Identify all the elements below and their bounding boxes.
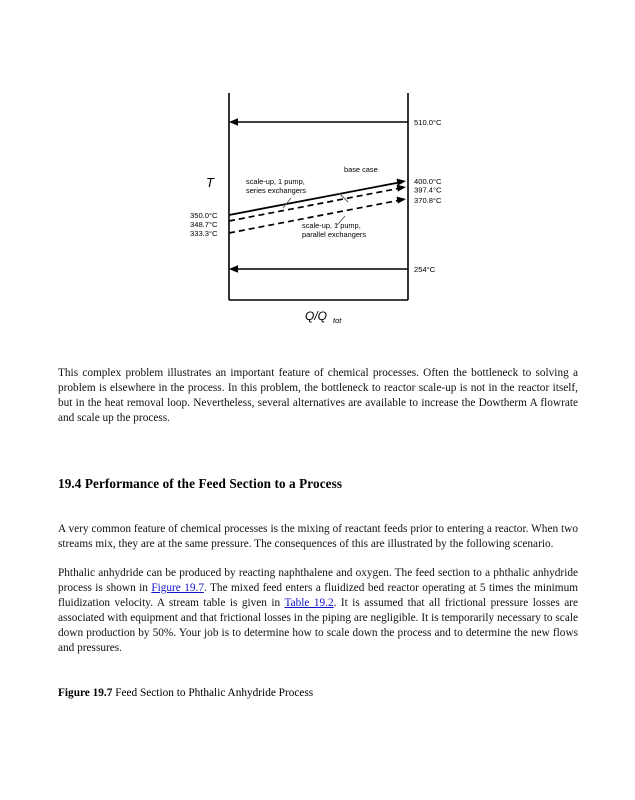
left-label-350: 350.0°C — [190, 211, 218, 220]
annotation-parallel-line2: parallel exchangers — [302, 230, 366, 239]
right-label-400: 400.0°C — [414, 177, 442, 186]
paragraph-3-part3: . It is assumed that all frictional pres… — [58, 596, 578, 655]
paragraph-3-part2: . The mixed feed enters a fluidized bed … — [58, 581, 579, 609]
right-label-370: 370.8°C — [414, 196, 442, 205]
temperature-vs-duty-chart: T Q/Q tot 510.0°C 400.0°C 397.4°C 370.8°… — [190, 93, 442, 325]
figure-caption: Figure 19.7 Feed Section to Phthalic Anh… — [58, 686, 578, 701]
paragraph-3: Phthalic anhydride can be produced by re… — [58, 566, 578, 657]
spacer — [58, 439, 578, 456]
left-label-333: 333.3°C — [190, 229, 218, 238]
figure-temperature-diagram: T Q/Q tot 510.0°C 400.0°C 397.4°C 370.8°… — [0, 80, 635, 340]
link-figure-19-7[interactable]: Figure 19.7 — [151, 581, 204, 594]
right-label-510: 510.0°C — [414, 118, 442, 127]
annotation-series-line2: series exchangers — [246, 186, 306, 195]
annotation-parallel-line1: scale-up, 1 pump, — [302, 221, 361, 230]
x-axis-label-sub: tot — [333, 316, 342, 325]
annotation-leader-lines — [282, 192, 349, 226]
y-axis-label: T — [206, 175, 215, 190]
right-label-254: 254°C — [414, 265, 436, 274]
document-body: This complex problem illustrates an impo… — [58, 366, 578, 701]
series-scale-up-parallel-exchangers — [228, 196, 406, 234]
spacer — [58, 669, 578, 686]
chart-frame — [228, 93, 409, 301]
annotation-series-line1: scale-up, 1 pump, — [246, 177, 305, 186]
paragraph-1: This complex problem illustrates an impo… — [58, 367, 578, 425]
figure-caption-label: Figure 19.7 — [58, 687, 113, 700]
x-axis-label: Q/Q tot — [305, 309, 342, 325]
series-scale-up-series-exchangers — [228, 184, 406, 222]
link-table-19-2[interactable]: Table 19.2 — [284, 596, 334, 609]
paragraph-3-part1: Phthalic anhydride can be produced by re… — [58, 566, 578, 594]
annotation-base-case: base case — [344, 165, 378, 174]
upper-limit-line — [229, 118, 408, 126]
paragraph-2: A very common feature of chemical proces… — [58, 523, 578, 551]
section-heading-19-4: 19.4 Performance of the Feed Section to … — [58, 476, 343, 492]
spacer — [58, 492, 578, 522]
series-base-case — [228, 178, 406, 216]
left-label-348: 348.7°C — [190, 220, 218, 229]
x-axis-label-main: Q/Q — [305, 309, 327, 323]
right-label-397: 397.4°C — [414, 186, 442, 195]
figure-caption-text: Feed Section to Phthalic Anhydride Proce… — [112, 687, 314, 700]
lower-limit-line — [229, 265, 408, 273]
